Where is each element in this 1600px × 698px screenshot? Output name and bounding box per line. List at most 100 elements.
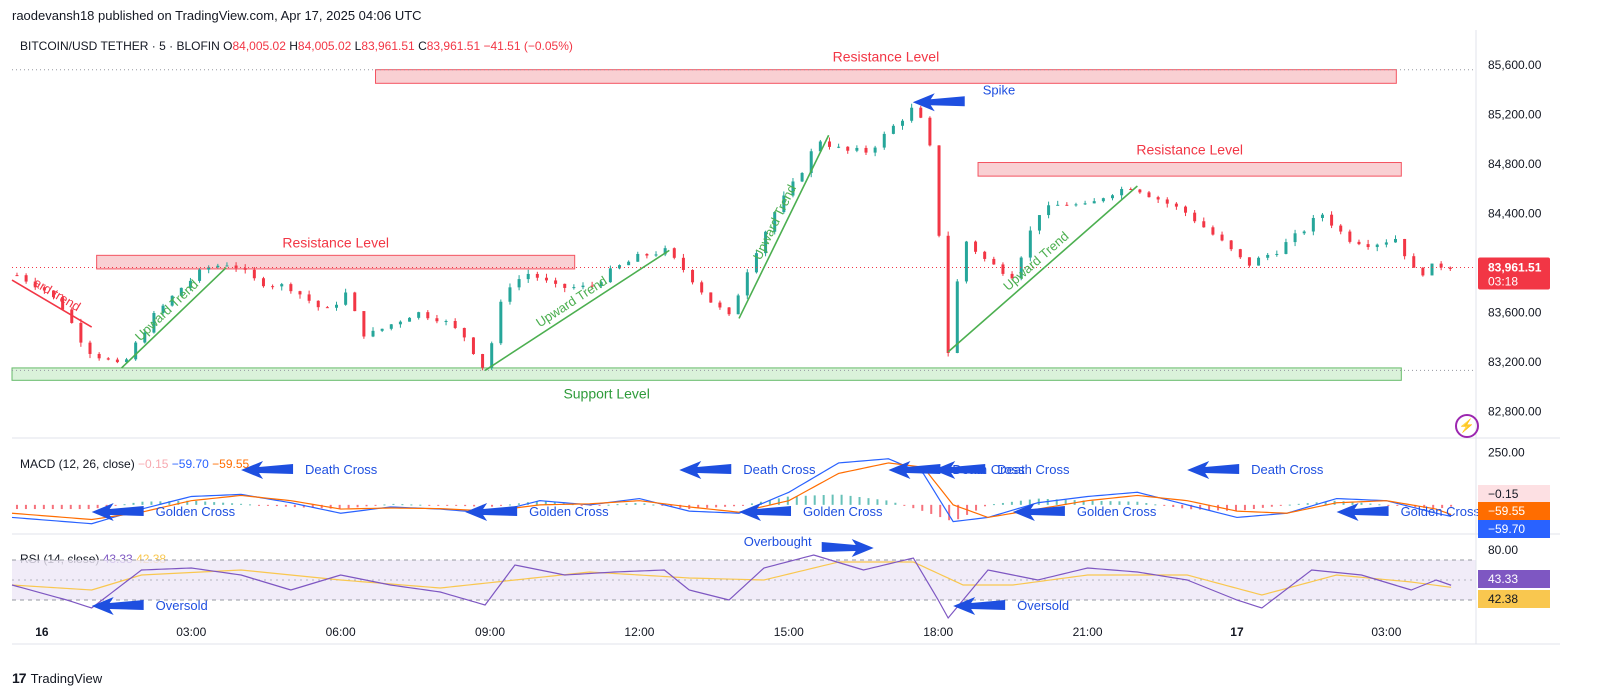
macd-histogram-bar xyxy=(132,502,135,505)
brand-name: TradingView xyxy=(30,670,103,686)
brand: 17 TradingView xyxy=(12,670,102,686)
candle-body xyxy=(590,285,594,287)
macd-histogram-bar xyxy=(42,504,45,510)
candle-body xyxy=(964,241,968,282)
macd-histogram-bar xyxy=(33,504,36,510)
macd-histogram-bar xyxy=(1297,503,1300,505)
macd-histogram-bar xyxy=(455,504,458,506)
price-tick-label: 83,200.00 xyxy=(1488,355,1542,369)
macd-histogram-bar xyxy=(724,504,727,507)
death-cross-arrow xyxy=(888,461,941,479)
macd-legend: MACD (12, 26, close) −0.15 −59.70 −59.55 xyxy=(20,457,249,471)
macd-histogram-bar xyxy=(401,504,404,506)
annotations: Spike Death Cross Golden Cross Golden Cross… xyxy=(91,82,1481,615)
macd-histogram-bar xyxy=(437,504,440,506)
candle-body xyxy=(134,342,138,360)
macd-histogram-bar xyxy=(1360,502,1363,505)
candle-body xyxy=(955,281,959,353)
candle-body xyxy=(1403,238,1407,257)
price-legend: BITCOIN/USD TETHER · 5 · BLOFIN O84,005.… xyxy=(20,39,573,53)
macd-histogram-bar xyxy=(1387,504,1390,506)
spike-label: Spike xyxy=(983,82,1016,97)
resistance-zone xyxy=(375,69,1397,84)
candle-body xyxy=(1412,256,1416,268)
macd-histogram-bar xyxy=(1037,498,1040,505)
macd-histogram-bar xyxy=(123,504,126,506)
candle-body xyxy=(1028,230,1032,258)
candle-body xyxy=(1019,257,1023,279)
candle-body xyxy=(654,254,658,256)
macd-histogram-bar xyxy=(948,504,951,521)
candle-body xyxy=(1065,204,1069,206)
macd-histogram-bar xyxy=(24,504,27,510)
macd-histogram-bar xyxy=(1208,504,1211,510)
death-cross-arrow xyxy=(1187,461,1240,479)
candle-body xyxy=(937,145,941,236)
macd-histogram-bar xyxy=(876,499,879,505)
candle-body xyxy=(608,268,612,283)
golden-cross-arrow xyxy=(1012,503,1065,521)
candle-body xyxy=(1275,253,1279,255)
time-tick-label: 03:00 xyxy=(1371,625,1401,639)
open-value: 84,005.02 xyxy=(232,39,286,53)
candle-body xyxy=(554,280,558,284)
candle-body xyxy=(736,295,740,315)
candle-body xyxy=(946,235,950,353)
macd-histogram-bar xyxy=(168,501,171,505)
macd-histogram-bar xyxy=(1028,499,1031,505)
candle-body xyxy=(535,273,539,278)
candle-body xyxy=(33,281,37,288)
time-tick-label: 06:00 xyxy=(326,625,356,639)
macd-histogram-bar xyxy=(320,504,323,509)
candle-body xyxy=(307,294,311,301)
macd-histogram-bar xyxy=(517,503,520,505)
candle-body xyxy=(791,181,795,196)
rsi-ma-value: 42.38 xyxy=(1488,592,1518,606)
candle-body xyxy=(764,231,768,254)
macd-histogram-bar xyxy=(894,502,897,505)
macd-histogram-bar xyxy=(616,504,619,506)
candle-body xyxy=(754,253,758,273)
candle-body xyxy=(727,307,731,315)
overbought-label: Overbought xyxy=(744,534,812,549)
macd-value: −59.70 xyxy=(171,457,209,471)
price-tick-label: 84,800.00 xyxy=(1488,157,1542,171)
macd-histogram-bar xyxy=(634,503,637,505)
macd-histogram-bar xyxy=(1252,504,1255,510)
candle-body xyxy=(837,146,841,148)
time-tick-label: 03:00 xyxy=(176,625,206,639)
flash-icon[interactable]: ⚡ xyxy=(1455,414,1479,438)
price-tick-label: 85,200.00 xyxy=(1488,107,1542,121)
macd-histogram-bar xyxy=(1288,504,1291,506)
macd-histogram-bar xyxy=(105,504,108,507)
macd-histogram-bar xyxy=(831,494,834,505)
high-label: H xyxy=(289,39,298,53)
macd-histogram-bar xyxy=(78,504,81,510)
time-tick-label: 09:00 xyxy=(475,625,505,639)
symbol-label: BITCOIN/USD TETHER · 5 · BLOFIN xyxy=(20,39,220,53)
candle-body xyxy=(435,318,439,322)
candle-body xyxy=(1266,254,1270,258)
macd-histogram-bar xyxy=(1396,504,1399,506)
candle-body xyxy=(179,287,183,296)
macd-histogram-bar xyxy=(670,504,673,507)
macd-histogram-bar xyxy=(912,504,915,509)
macd-histogram-bar xyxy=(1082,500,1085,505)
macd-histogram-bar xyxy=(795,496,798,505)
macd-histogram-bar xyxy=(580,504,583,506)
macd-histogram-bar xyxy=(1136,501,1139,505)
macd-histogram-bar xyxy=(365,504,368,507)
axes: 85,600.00 85,200.00 84,800.00 84,400.00 84,0… xyxy=(12,30,1560,645)
candle-body xyxy=(645,253,649,256)
death-cross-label: Death Cross xyxy=(305,462,378,477)
candle-body xyxy=(1393,238,1397,243)
macd-histogram-bar xyxy=(60,504,63,510)
golden-cross-arrow xyxy=(91,503,144,521)
macd-histogram-bar xyxy=(706,504,709,508)
candle-body xyxy=(1320,214,1324,218)
candle-body xyxy=(636,253,640,262)
candle-body xyxy=(1129,189,1133,191)
macd-histogram-bar xyxy=(1100,500,1103,505)
high-value: 84,005.02 xyxy=(297,39,352,53)
